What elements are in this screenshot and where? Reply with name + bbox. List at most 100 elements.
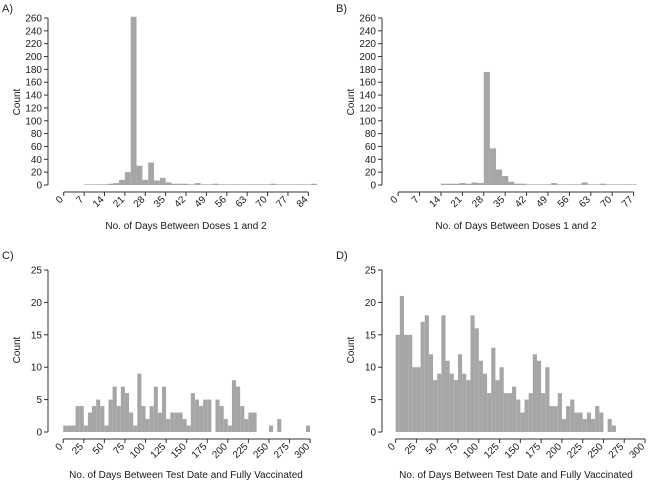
y-tick-label: 0 — [36, 181, 42, 192]
x-tick-label: 56 — [556, 194, 572, 210]
y-tick-label: 140 — [25, 91, 42, 102]
bar — [471, 182, 478, 185]
panel-a-label: A) — [2, 3, 13, 15]
bar — [247, 184, 254, 185]
y-tick-label: 260 — [359, 14, 376, 25]
bar — [277, 419, 282, 432]
bar — [549, 406, 554, 432]
panel-c-xlabel: No. of Days Between Test Date and Fully … — [69, 470, 303, 481]
y-tick-label: 15 — [365, 330, 377, 341]
bar — [420, 321, 425, 432]
bar — [630, 184, 637, 185]
bar — [520, 412, 525, 432]
bar — [299, 184, 306, 185]
bar — [116, 406, 121, 432]
y-tick-label: 20 — [31, 168, 43, 179]
y-tick-label: 180 — [359, 65, 376, 76]
y-tick-label: 25 — [365, 266, 377, 277]
bar — [611, 425, 616, 432]
bar — [170, 412, 175, 432]
bar — [95, 184, 102, 185]
x-tick-label: 250 — [586, 441, 606, 461]
bar — [75, 406, 80, 432]
bar — [590, 419, 596, 432]
bar — [107, 183, 114, 185]
x-tick-label: 70 — [254, 194, 270, 210]
x-tick-label: 150 — [503, 441, 523, 461]
bar — [478, 360, 483, 432]
bar — [227, 425, 232, 432]
panel-d-xlabel: No. of Days Between Test Date and Fully … — [399, 470, 633, 481]
bar — [399, 295, 404, 432]
bar — [199, 406, 204, 432]
bar — [416, 367, 421, 432]
bar — [200, 184, 207, 185]
x-tick-label: 21 — [449, 194, 465, 210]
bar — [129, 412, 134, 432]
y-tick-label: 220 — [25, 39, 42, 50]
bar — [241, 184, 248, 185]
x-tick-label: 200 — [544, 441, 564, 461]
bar — [557, 393, 562, 432]
bar — [447, 183, 454, 185]
bar — [276, 184, 283, 185]
bar — [566, 406, 571, 432]
bar — [470, 315, 475, 432]
panel-a: A) Count No. of Days Between Doses 1 and… — [2, 3, 318, 232]
bar — [561, 419, 567, 432]
bar — [244, 419, 249, 432]
bar — [526, 184, 533, 185]
x-tick-label: 0 — [386, 441, 398, 453]
bar — [157, 412, 162, 432]
bar — [477, 183, 484, 185]
bar — [174, 412, 179, 432]
panel-c: C) Count No. of Days Between Test Date a… — [2, 250, 313, 481]
bar — [508, 181, 515, 185]
bar — [474, 328, 479, 432]
x-tick-label: 225 — [231, 441, 251, 461]
panel-a-ylabel: Count — [12, 88, 23, 115]
y-tick-label: 240 — [25, 26, 42, 37]
y-tick-label: 100 — [359, 116, 376, 127]
bar — [141, 406, 146, 432]
bar — [166, 419, 171, 432]
bar — [536, 360, 542, 432]
x-tick-label: 125 — [482, 441, 502, 461]
bar — [449, 373, 454, 432]
bar — [89, 184, 96, 185]
bar — [424, 315, 429, 432]
x-tick-label: 63 — [234, 194, 250, 210]
y-tick-label: 160 — [359, 78, 376, 89]
x-tick-label: 14 — [91, 194, 107, 210]
panel-b: B) Count No. of Days Between Doses 1 and… — [336, 3, 637, 232]
bar — [599, 412, 604, 432]
x-tick-label: 0 — [389, 194, 401, 206]
x-tick-label: 21 — [111, 194, 127, 210]
bar — [148, 162, 155, 185]
bar — [248, 412, 253, 432]
bar — [503, 393, 508, 432]
y-tick-label: 120 — [25, 103, 42, 114]
bar — [624, 184, 631, 185]
x-tick-label: 63 — [577, 194, 593, 210]
bar — [607, 419, 612, 432]
bar — [433, 380, 438, 432]
panel-b-xlabel: No. of Days Between Doses 1 and 2 — [435, 221, 597, 232]
x-tick-label: 150 — [169, 441, 189, 461]
x-tick-label: 77 — [620, 194, 636, 210]
bar — [104, 425, 109, 432]
bar — [544, 184, 552, 185]
x-tick-label: 125 — [149, 441, 169, 461]
bar — [235, 184, 242, 185]
y-tick-label: 80 — [365, 129, 377, 140]
bar — [113, 183, 120, 185]
bar — [502, 176, 509, 185]
bar — [282, 184, 288, 185]
x-tick-label: 0 — [54, 441, 66, 453]
bar — [482, 373, 488, 432]
